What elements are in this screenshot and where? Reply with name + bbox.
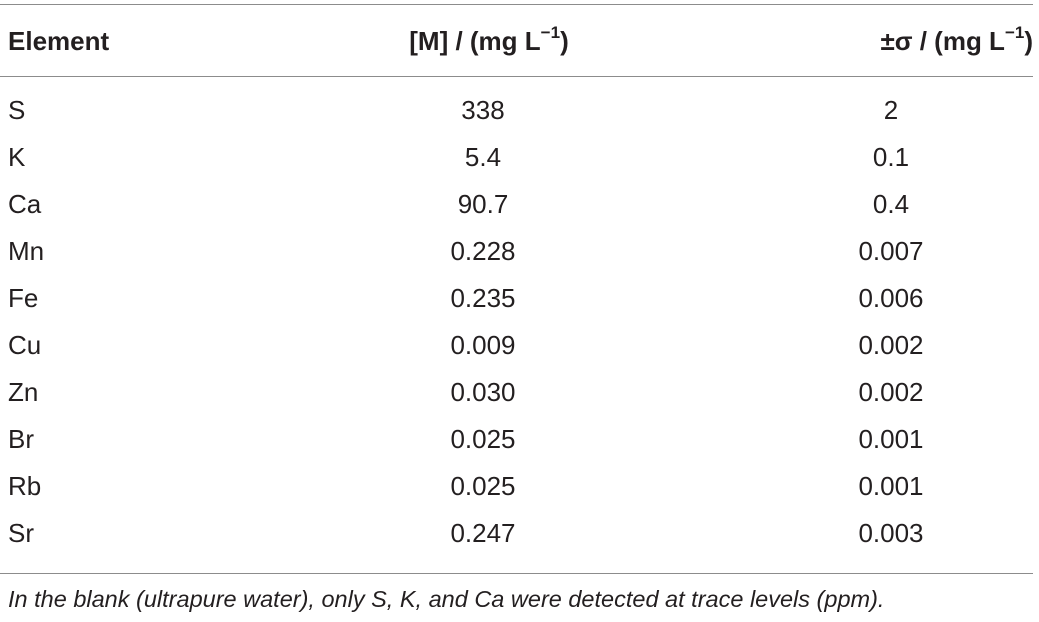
table-row: Sr 0.247 0.003 — [0, 510, 1033, 557]
cell-element: Ca — [8, 189, 42, 219]
cell-sigma: 0.001 — [858, 424, 924, 454]
cell-sigma: 0.4 — [872, 189, 910, 219]
table-row: Mn 0.228 0.007 — [0, 228, 1033, 275]
cell-element: Fe — [8, 283, 39, 313]
cell-sigma: 0.001 — [858, 471, 924, 501]
cell-concentration: 0.247 — [450, 518, 516, 548]
cell-concentration: 0.228 — [450, 236, 516, 266]
table-row: Zn 0.030 0.002 — [0, 369, 1033, 416]
cell-element: S — [8, 95, 26, 125]
cell-concentration: 0.009 — [450, 330, 516, 360]
table-row: K 5.4 0.1 — [0, 134, 1033, 181]
header-concentration-exponent: −1 — [540, 22, 561, 42]
table-header-row: Element [M] / (mg L−1) ±σ / (mg L−1) — [0, 19, 1033, 63]
cell-sigma: 0.1 — [872, 142, 910, 172]
header-concentration-close: ) — [560, 25, 569, 56]
cell-element: Sr — [8, 518, 34, 548]
header-sigma: ±σ / (mg L−1) — [773, 22, 1033, 57]
table-header-rule — [0, 76, 1033, 77]
cell-sigma: 0.007 — [858, 236, 924, 266]
header-concentration-text: [M] / (mg L — [409, 25, 541, 56]
table-row: Fe 0.235 0.006 — [0, 275, 1033, 322]
table-row: Rb 0.025 0.001 — [0, 463, 1033, 510]
cell-element: Br — [8, 424, 34, 454]
table-row: S 338 2 — [0, 87, 1033, 134]
cell-sigma: 0.003 — [858, 518, 924, 548]
cell-element: Mn — [8, 236, 45, 266]
header-element: Element — [8, 25, 110, 56]
cell-sigma: 2 — [883, 95, 899, 125]
cell-concentration: 0.025 — [450, 471, 516, 501]
cell-sigma: 0.002 — [858, 377, 924, 407]
table-top-rule — [0, 4, 1033, 5]
table-bottom-rule — [0, 573, 1033, 574]
table-footnote: In the blank (ultrapure water), only S, … — [8, 586, 885, 612]
cell-concentration: 0.030 — [450, 377, 516, 407]
table-row: Br 0.025 0.001 — [0, 416, 1033, 463]
cell-concentration: 0.235 — [450, 283, 516, 313]
header-sigma-text: ±σ / (mg L — [880, 25, 1005, 56]
cell-concentration: 0.025 — [450, 424, 516, 454]
header-sigma-exponent: −1 — [1004, 22, 1025, 42]
cell-concentration: 5.4 — [464, 142, 502, 172]
table-row: Ca 90.7 0.4 — [0, 181, 1033, 228]
cell-element: Rb — [8, 471, 42, 501]
cell-element: Zn — [8, 377, 39, 407]
cell-sigma: 0.006 — [858, 283, 924, 313]
header-concentration: [M] / (mg L−1) — [256, 22, 722, 57]
table-row: Cu 0.009 0.002 — [0, 322, 1033, 369]
cell-concentration: 338 — [461, 95, 505, 125]
cell-element: K — [8, 142, 26, 172]
cell-concentration: 90.7 — [457, 189, 509, 219]
header-sigma-close: ) — [1024, 25, 1033, 56]
cell-element: Cu — [8, 330, 42, 360]
cell-sigma: 0.002 — [858, 330, 924, 360]
